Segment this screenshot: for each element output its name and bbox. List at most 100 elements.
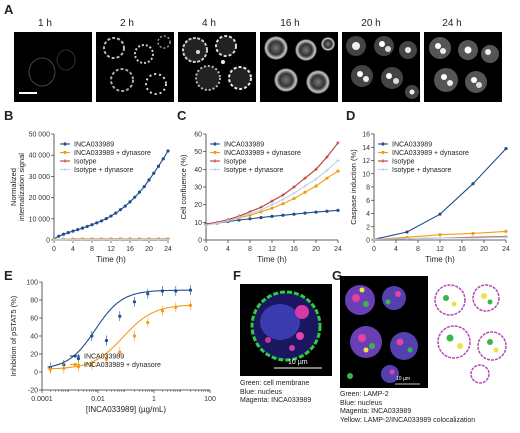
x-tick-label: 24: [502, 246, 510, 253]
x-tick-label: 1: [152, 396, 156, 403]
y-axis-label: Inhibition of pSTAT5 (%): [9, 295, 18, 376]
data-point: [504, 235, 508, 239]
data-point: [372, 237, 376, 241]
y-tick-label: 80: [30, 298, 38, 305]
legend-marker: [381, 150, 385, 155]
y-tick-label: 12: [362, 158, 370, 165]
x-tick-label: 100: [204, 396, 216, 403]
scalebar-g-label: 10 µm: [396, 376, 410, 382]
legend-marker: [63, 159, 67, 163]
y-tick-label: 0: [198, 238, 202, 245]
panel-label-e: E: [4, 268, 13, 283]
y-axis-label: Caspase induction (%): [349, 149, 358, 225]
y-tick-label: 16: [362, 132, 370, 139]
data-point: [314, 167, 318, 171]
data-point: [160, 309, 165, 313]
timepoint-label-20h: 20 h: [361, 18, 381, 29]
data-point: [71, 237, 75, 242]
data-point: [80, 237, 85, 242]
x-tick-label: 16: [126, 246, 134, 253]
data-point: [303, 184, 307, 188]
data-point: [188, 288, 193, 292]
data-point: [292, 212, 296, 216]
micrograph-16h: [260, 32, 338, 102]
data-point: [405, 230, 409, 234]
x-tick-label: 8: [416, 246, 420, 253]
y-tick-label: 0: [366, 238, 370, 245]
data-point: [66, 230, 70, 235]
data-point: [281, 197, 285, 201]
data-point: [118, 208, 123, 212]
data-point: [156, 237, 161, 242]
data-point: [118, 314, 122, 318]
y-axis-label: Normalized: [9, 168, 18, 206]
y-tick-label: 60: [30, 316, 38, 323]
data-point: [248, 217, 252, 221]
legend-marker: [63, 142, 67, 146]
data-point: [128, 237, 132, 242]
chart-confluence: 0 10 20 30 40 50 60 0 4 8 12 16 20 24 Time (h) Cell con…: [179, 132, 342, 265]
microscopy-strip: [14, 32, 502, 102]
data-point: [166, 149, 170, 153]
x-tick-label: 12: [107, 246, 115, 253]
x-tick-label: 20: [312, 246, 320, 253]
timepoint-label-1h: 1 h: [38, 18, 52, 29]
data-point: [226, 218, 230, 223]
legend-label: INCA033989 + dynasore: [84, 362, 161, 369]
y-tick-label: 50: [194, 149, 202, 156]
data-point: [99, 219, 104, 223]
data-point: [281, 213, 285, 217]
legend-label: INCA033989: [74, 142, 114, 149]
y-tick-label: 40: [30, 334, 38, 341]
y-tick-label: 10 000: [29, 216, 51, 223]
data-point: [90, 334, 94, 338]
caption-panel-g: Green: LAMP-2 Blue: nucleus Magenta: INC…: [340, 391, 475, 425]
x-tick-label: 0: [204, 246, 208, 253]
micrograph-4h: [178, 32, 256, 102]
data-point: [166, 237, 170, 242]
data-point: [325, 176, 329, 180]
data-point: [146, 292, 150, 296]
x-tick-label: 20: [480, 246, 488, 253]
caption-f-line: Blue: nucleus: [240, 388, 283, 396]
panel-label-g: G: [332, 268, 343, 283]
legend-label: Isotype: [392, 159, 415, 166]
x-tick-label: 4: [71, 246, 75, 253]
caption-g-line: Yellow: LAMP-2/INCA033989 colocalization: [340, 416, 476, 424]
legend-label: INCA033989: [224, 142, 264, 149]
data-point: [438, 236, 442, 240]
data-point: [132, 334, 137, 338]
x-axis-label: Time (h): [96, 255, 126, 264]
data-point: [109, 237, 113, 242]
data-point: [99, 237, 104, 242]
data-point: [61, 232, 66, 236]
series-line: [47, 289, 191, 368]
data-point: [292, 196, 296, 201]
data-point: [95, 221, 99, 225]
x-tick-label: 24: [164, 246, 172, 253]
y-tick-label: 50 000: [29, 132, 51, 139]
y-tick-label: 6: [366, 198, 370, 205]
panel-label-b: B: [4, 108, 14, 123]
data-point: [118, 350, 122, 354]
caption-g-line: Magenta: INCA033989: [340, 408, 412, 415]
data-point: [160, 289, 165, 293]
legend-marker: [73, 362, 77, 367]
data-point: [292, 185, 296, 189]
legend-label: Isotype: [224, 159, 247, 166]
micrograph-2h: [96, 32, 174, 102]
confocal-image-lamp2: 10 µm: [340, 276, 516, 388]
y-tick-label: 100: [26, 280, 38, 287]
caption-f-line: Green: cell membrane: [240, 380, 310, 387]
data-point: [109, 214, 113, 218]
data-point: [270, 214, 274, 218]
data-point: [57, 234, 61, 238]
data-point: [471, 182, 475, 186]
x-tick-label: 20: [145, 246, 153, 253]
data-point: [137, 190, 142, 194]
x-tick-label: 24: [334, 246, 342, 253]
data-point: [237, 215, 241, 219]
data-point: [504, 229, 508, 233]
data-point: [314, 184, 318, 188]
chart-internalization: 0 10 000 20 000 30 000 40 000 50 000 0 4 8 12 16 20…: [9, 132, 172, 265]
